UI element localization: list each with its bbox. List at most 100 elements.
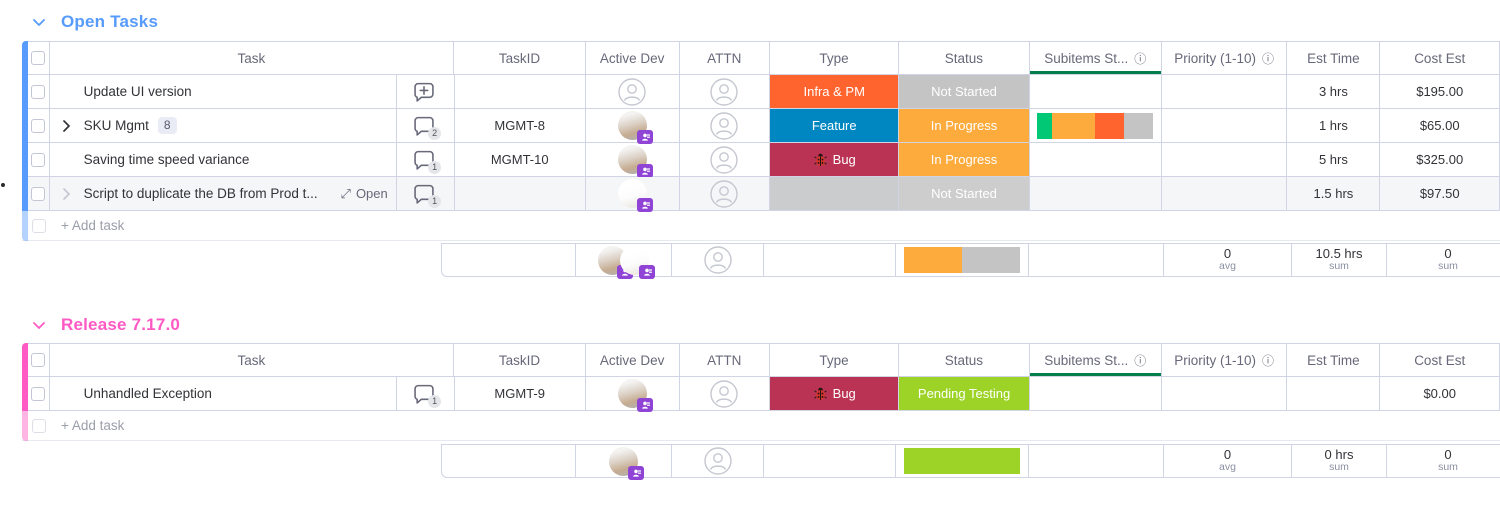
chat-bubble-icon[interactable]: 1 — [413, 383, 442, 408]
taskid-cell[interactable]: MGMT-10 — [454, 143, 586, 177]
info-icon[interactable]: ⓘ — [1261, 353, 1274, 368]
attn-cell[interactable] — [679, 177, 771, 211]
column-header-status[interactable]: Status — [899, 41, 1030, 75]
row-checkbox[interactable] — [31, 152, 46, 167]
priority-cell[interactable] — [1161, 143, 1288, 177]
active-dev-cell[interactable] — [585, 109, 680, 144]
column-header-priority[interactable]: Priority (1-10) ⓘ — [1161, 343, 1288, 377]
summary-status-cell[interactable] — [896, 244, 1029, 276]
column-header-active-dev[interactable]: Active Dev — [585, 343, 680, 377]
type-label[interactable]: Bug — [770, 143, 899, 176]
active-dev-cell[interactable] — [585, 177, 680, 212]
group-title[interactable]: Release 7.17.0 — [61, 315, 181, 334]
status-label[interactable]: In Progress — [899, 109, 1029, 142]
cost-est-cell[interactable]: $97.50 — [1380, 177, 1500, 211]
column-header-type[interactable]: Type — [769, 41, 900, 75]
chat-bubble-icon[interactable]: 2 — [413, 115, 442, 140]
subitems-status-cell[interactable] — [1029, 177, 1162, 211]
est-time-cell[interactable]: 1.5 hrs — [1287, 177, 1381, 211]
status-label[interactable]: Not Started — [899, 177, 1029, 210]
column-header-est-time[interactable]: Est Time — [1287, 343, 1381, 377]
chat-bubble-icon[interactable]: 1 — [413, 149, 442, 174]
taskid-cell[interactable]: MGMT-9 — [454, 377, 586, 411]
add-task-button[interactable]: + Add task — [61, 418, 125, 433]
select-all-checkbox[interactable] — [31, 353, 46, 367]
type-label[interactable] — [770, 177, 899, 210]
info-icon[interactable]: ⓘ — [1134, 51, 1147, 66]
column-header-taskid[interactable]: TaskID — [454, 41, 586, 75]
column-header-active-dev[interactable]: Active Dev — [585, 41, 680, 75]
type-label[interactable]: Infra & PM — [770, 75, 899, 108]
row-checkbox[interactable] — [31, 84, 46, 99]
cost-est-cell[interactable]: $325.00 — [1380, 143, 1500, 177]
est-time-cell[interactable] — [1287, 377, 1381, 411]
column-header-cost-est[interactable]: Cost Est — [1380, 343, 1500, 377]
select-all-checkbox[interactable] — [31, 51, 46, 65]
row-checkbox[interactable] — [31, 118, 46, 133]
est-time-cell[interactable]: 5 hrs — [1287, 143, 1381, 177]
column-header-task[interactable]: Task — [49, 343, 455, 377]
open-item-button[interactable]: ⤢ Open — [335, 186, 388, 202]
task-name[interactable]: Unhandled Exception — [83, 386, 212, 401]
active-dev-cell[interactable] — [585, 377, 680, 412]
group-title[interactable]: Open Tasks — [61, 12, 159, 31]
group-collapse-chevron-down-icon[interactable] — [32, 318, 46, 332]
chat-bubble-icon[interactable]: 1 — [413, 183, 442, 208]
column-header-type[interactable]: Type — [769, 343, 900, 377]
column-header-priority[interactable]: Priority (1-10) ⓘ — [1161, 41, 1288, 75]
attn-cell[interactable] — [679, 109, 771, 143]
info-icon[interactable]: ⓘ — [1134, 353, 1147, 368]
status-label[interactable]: Pending Testing — [899, 377, 1029, 410]
column-header-status[interactable]: Status — [899, 343, 1030, 377]
active-dev-cell[interactable] — [585, 143, 680, 178]
row-checkbox[interactable] — [31, 386, 46, 401]
type-label[interactable]: Feature — [770, 109, 899, 142]
add-task-button[interactable]: + Add task — [61, 218, 125, 233]
cost-est-cell[interactable]: $0.00 — [1380, 377, 1500, 411]
attn-cell[interactable] — [679, 75, 771, 109]
status-label[interactable]: Not Started — [899, 75, 1029, 108]
task-name[interactable]: Saving time speed variance — [83, 152, 250, 167]
priority-cell[interactable] — [1161, 177, 1288, 211]
column-header-cost-est[interactable]: Cost Est — [1380, 41, 1500, 75]
row-checkbox[interactable] — [31, 186, 46, 201]
priority-cell[interactable] — [1161, 377, 1288, 411]
group-collapse-chevron-down-icon[interactable] — [32, 15, 46, 29]
column-header-attn[interactable]: ATTN — [679, 343, 770, 377]
expand-subitems-chevron-right-icon[interactable] — [60, 119, 84, 133]
subitems-status-cell[interactable] — [1029, 377, 1162, 411]
summary-status-cell[interactable] — [896, 445, 1029, 477]
active-dev-cell[interactable] — [585, 75, 680, 109]
attn-cell[interactable] — [679, 143, 771, 177]
column-header-taskid[interactable]: TaskID — [454, 343, 586, 377]
taskid-cell[interactable]: MGMT-8 — [454, 109, 586, 143]
est-time-cell[interactable]: 1 hrs — [1287, 109, 1381, 143]
column-header-subitems-status[interactable]: Subitems St... ⓘ — [1029, 41, 1162, 75]
status-label[interactable]: In Progress — [899, 143, 1029, 176]
priority-cell[interactable] — [1161, 109, 1288, 143]
add-update-chat-plus-icon[interactable] — [413, 81, 437, 103]
task-name[interactable]: SKU Mgmt — [83, 118, 149, 133]
attn-cell[interactable] — [679, 377, 771, 411]
subitems-status-cell[interactable] — [1029, 75, 1162, 109]
assignee-avatar[interactable] — [617, 379, 653, 412]
column-header-est-time[interactable]: Est Time — [1287, 41, 1381, 75]
subitems-status-cell[interactable] — [1029, 143, 1162, 177]
subitems-status-cell[interactable] — [1029, 109, 1162, 143]
column-header-attn[interactable]: ATTN — [679, 41, 770, 75]
type-label[interactable]: Bug — [770, 377, 899, 410]
priority-cell[interactable] — [1161, 75, 1288, 109]
assignee-avatar[interactable] — [617, 145, 653, 178]
task-name[interactable]: Script to duplicate the DB from Prod t..… — [83, 186, 318, 201]
column-header-subitems-status[interactable]: Subitems St... ⓘ — [1029, 343, 1162, 377]
taskid-cell[interactable] — [454, 177, 586, 211]
taskid-cell[interactable] — [454, 75, 586, 109]
cost-est-cell[interactable]: $65.00 — [1380, 109, 1500, 143]
assignee-avatar[interactable] — [617, 179, 653, 212]
est-time-cell[interactable]: 3 hrs — [1287, 75, 1381, 109]
column-header-task[interactable]: Task — [49, 41, 455, 75]
info-icon[interactable]: ⓘ — [1261, 51, 1274, 66]
assignee-avatar[interactable] — [617, 111, 653, 144]
expand-subitems-chevron-right-icon[interactable] — [60, 187, 84, 201]
task-name[interactable]: Update UI version — [83, 84, 192, 99]
